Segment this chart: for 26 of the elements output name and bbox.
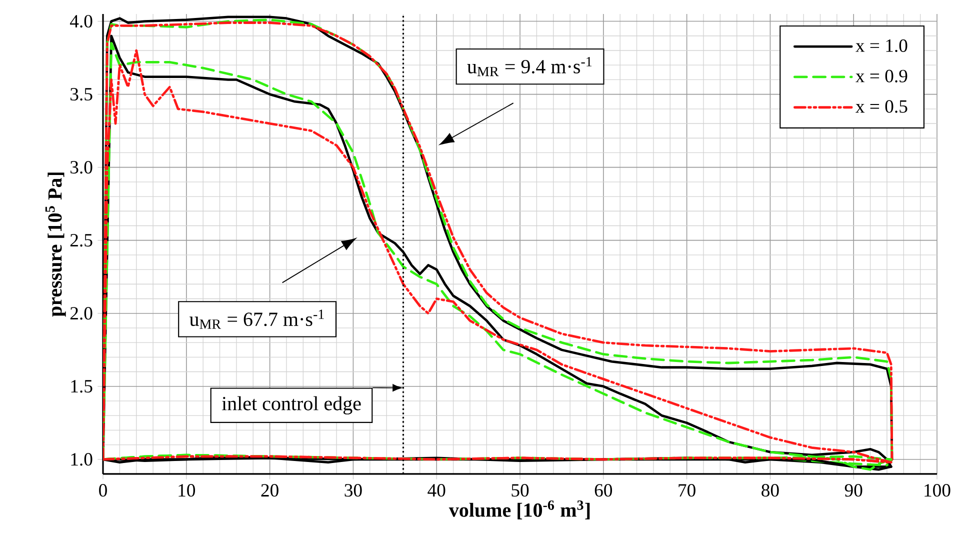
y-tick-label: 3.0 bbox=[70, 160, 92, 174]
y-tick-label: 2.0 bbox=[70, 307, 92, 320]
y-tick-label: 3.5 bbox=[70, 88, 92, 101]
x-tick-label: 100 bbox=[924, 484, 950, 497]
x-tick-label: 30 bbox=[344, 484, 362, 497]
x-tick-label: 60 bbox=[594, 484, 612, 497]
x-tick-label: 20 bbox=[261, 484, 278, 497]
x-tick-label: 80 bbox=[762, 484, 779, 497]
y-axis-title: pressure [10$^{5}$ Pa] bbox=[45, 172, 66, 317]
ref-line-label: inlet control edge bbox=[222, 396, 361, 414]
y-tick-label: 1.0 bbox=[71, 453, 92, 466]
x-tick-label: 50 bbox=[512, 484, 529, 497]
y-tick-label: 4.0 bbox=[70, 14, 92, 28]
x-tick-label: 90 bbox=[844, 484, 862, 497]
y-tick-label: 2.5 bbox=[70, 234, 92, 247]
legend-label: x = 0.5 bbox=[856, 100, 908, 113]
x-tick-label: 40 bbox=[428, 484, 446, 497]
x-axis-title: volume [10$^{-6}$ m$^{3}$] bbox=[448, 500, 590, 520]
annotation: u$_{MR}$ = 67.7 m·s$^{-1}$ bbox=[190, 310, 324, 329]
x-tick-label: 0 bbox=[99, 484, 107, 497]
legend-label: x = 1.0 bbox=[856, 39, 908, 52]
x-tick-label: 70 bbox=[678, 484, 696, 497]
y-tick-label: 1.5 bbox=[71, 380, 92, 393]
annotation: u$_{MR}$ = 9.4 m·s$^{-1}$ bbox=[467, 57, 592, 76]
legend-label: x = 0.9 bbox=[856, 70, 908, 82]
x-tick-label: 10 bbox=[178, 484, 196, 497]
